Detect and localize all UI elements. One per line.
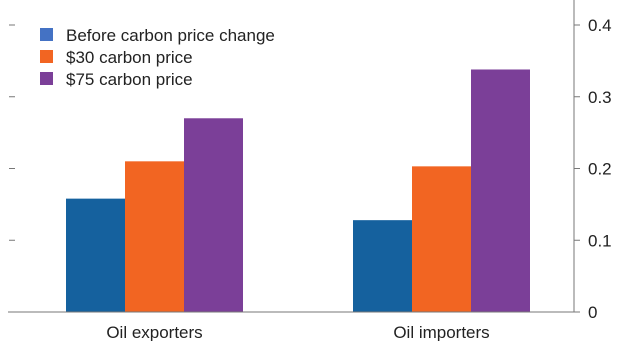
category-label: Oil exporters: [106, 323, 202, 341]
legend-label: $30 carbon price: [66, 48, 193, 67]
legend: Before carbon price change $30 carbon pri…: [40, 26, 275, 89]
bar-oil-importers-series-1: [353, 220, 412, 312]
bar-oil-exporters-series-3: [184, 118, 243, 313]
legend-label: Before carbon price change: [66, 26, 275, 45]
bar-oil-importers-series-2: [412, 166, 471, 312]
bar-oil-exporters-series-1: [66, 198, 125, 312]
right-y-tick-label: 0.2: [588, 160, 612, 179]
bars-group: [66, 69, 530, 313]
left-y-axis-ticks: [9, 24, 15, 241]
bar-oil-exporters-series-2: [125, 161, 184, 312]
category-label: Oil importers: [393, 323, 489, 341]
category-labels: Oil exporters Oil importers: [106, 323, 489, 341]
right-y-tick-label: 0: [588, 303, 597, 322]
right-y-tick-label: 0.4: [588, 16, 612, 35]
legend-swatch: [40, 72, 53, 85]
right-y-axis-ticks: 0 0.1 0.2 0.3 0.4: [574, 16, 612, 322]
legend-swatch: [40, 28, 53, 41]
right-y-tick-label: 0.3: [588, 88, 612, 107]
legend-swatch: [40, 50, 53, 63]
legend-label: $75 carbon price: [66, 70, 193, 89]
right-y-tick-label: 0.1: [588, 231, 612, 250]
bar-oil-importers-series-3: [471, 69, 530, 312]
